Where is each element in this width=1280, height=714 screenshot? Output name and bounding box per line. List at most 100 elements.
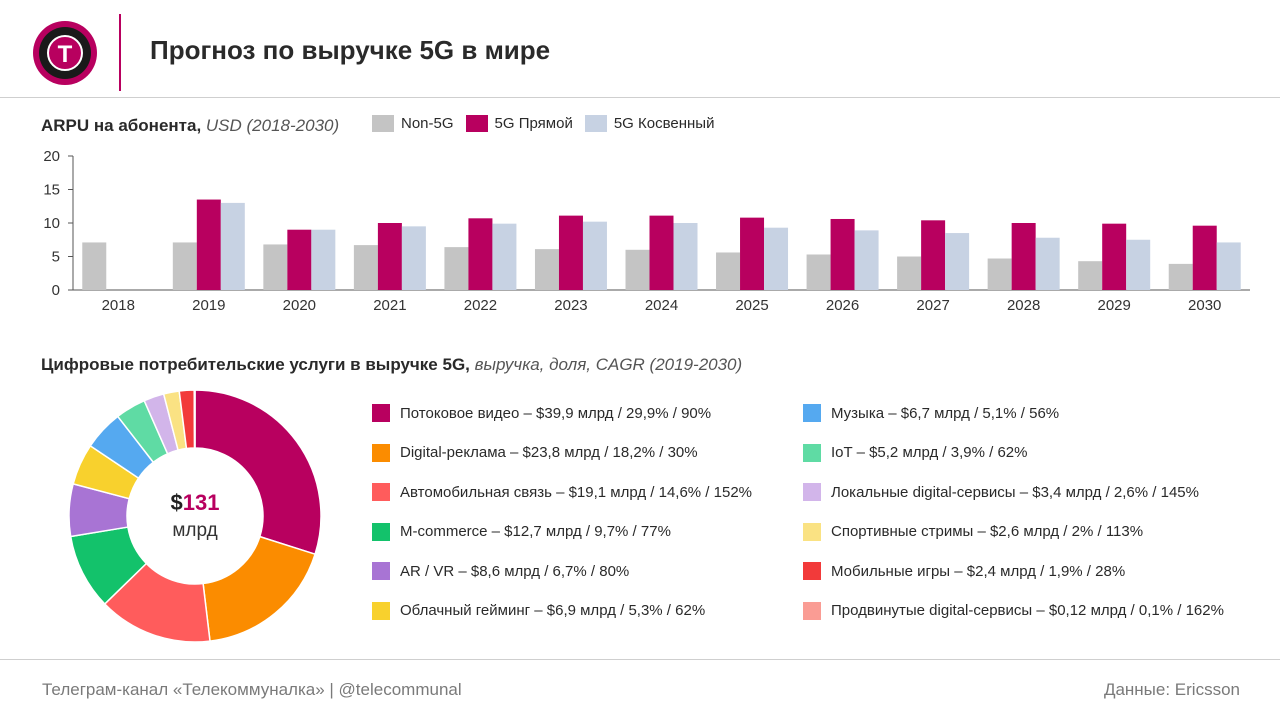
donut-legend-item: Облачный гейминг – $6,9 млрд / 5,3% / 62… [372, 601, 706, 620]
donut-total-unit: млрд [172, 520, 218, 541]
bar-direct [649, 215, 674, 290]
legend-label-non5g: Non-5G [401, 115, 454, 132]
bar-non5g [444, 247, 469, 290]
donut-legend-swatch [372, 562, 390, 580]
donut-total: $131 [120, 490, 270, 516]
donut-slice [202, 535, 317, 642]
donut-legend-swatch [803, 522, 821, 541]
donut-legend-swatch [803, 483, 821, 501]
legend-swatch-non5g [372, 115, 394, 132]
donut-legend-swatch [372, 443, 390, 462]
legend-item-indirect: 5G Косвенный [584, 115, 715, 132]
bar-non5g [987, 258, 1012, 290]
x-tick-label: 2029 [1098, 297, 1131, 314]
legend-swatch-direct [465, 115, 488, 132]
donut-title-main: Цифровые потребительские услуги в выручк… [41, 355, 470, 374]
donut-legend-label: Облачный гейминг – $6,9 млрд / 5,3% / 62… [400, 602, 706, 619]
donut-legend-item: AR / VR – $8,6 млрд / 6,7% / 80% [372, 562, 629, 580]
donut-legend-item: Digital-реклама – $23,8 млрд / 18,2% / 3… [372, 443, 698, 462]
x-tick-label: 2020 [283, 297, 316, 314]
bar-non5g [625, 249, 650, 290]
donut-legend-item: Потоковое видео – $39,9 млрд / 29,9% / 9… [372, 404, 711, 422]
footer-source: Данные: Ericsson [1103, 680, 1240, 699]
donut-legend-item: IoT – $5,2 млрд / 3,9% / 62% [803, 443, 1027, 462]
arpu-legend: Non-5G 5G Прямой 5G Косвенный [372, 115, 726, 132]
bar-indirect [945, 233, 970, 290]
donut-legend-item: Мобильные игры – $2,4 млрд / 1,9% / 28% [803, 562, 1125, 580]
bar-direct [1011, 223, 1036, 290]
y-tick-label: 0 [52, 282, 60, 299]
legend-item-direct: 5G Прямой [465, 115, 573, 132]
x-tick-label: 2030 [1188, 297, 1221, 314]
donut-title-sub: выручка, доля, CAGR (2019-2030) [474, 355, 743, 374]
x-tick-label: 2026 [826, 297, 859, 314]
donut-slice [193, 389, 196, 449]
bar-indirect [401, 226, 426, 290]
bar-non5g [1078, 261, 1103, 290]
bar-indirect [492, 223, 517, 290]
bar-direct [830, 218, 855, 290]
donut-legend-label: Спортивные стримы – $2,6 млрд / 2% / 113… [831, 523, 1144, 540]
donut-legend-label: Продвинутые digital-сервисы – $0,12 млрд… [831, 602, 1224, 619]
x-tick-label: 2028 [1007, 297, 1040, 314]
bar-non5g [806, 254, 831, 290]
donut-legend-item: Музыка – $6,7 млрд / 5,1% / 56% [803, 404, 1059, 422]
donut-legend-label: M-commerce – $12,7 млрд / 9,7% / 77% [400, 523, 671, 540]
services-donut-chart [68, 389, 322, 643]
bar-non5g [263, 244, 288, 290]
donut-slice [194, 389, 322, 556]
x-tick-label: 2022 [464, 297, 497, 314]
bar-direct [377, 223, 402, 290]
donut-legend-swatch [372, 522, 390, 541]
donut-legend-item: Продвинутые digital-сервисы – $0,12 млрд… [803, 601, 1224, 620]
bar-non5g [82, 242, 107, 290]
footer-divider [0, 659, 1280, 660]
bar-indirect [1035, 237, 1060, 290]
bar-indirect [220, 202, 245, 290]
bar-non5g [716, 252, 741, 290]
bar-direct [287, 229, 312, 290]
donut-legend-label: Автомобильная связь – $19,1 млрд / 14,6%… [400, 483, 753, 501]
donut-legend-item: Локальные digital-сервисы – $3,4 млрд / … [803, 483, 1199, 501]
bar-indirect [764, 227, 789, 290]
y-tick-label: 15 [43, 182, 60, 199]
legend-label-indirect: 5G Косвенный [613, 115, 715, 132]
bar-direct [468, 218, 493, 290]
x-tick-label: 2027 [916, 297, 949, 314]
donut-total-value: 131 [182, 490, 220, 515]
x-tick-label: 2023 [554, 297, 587, 314]
bar-direct [558, 215, 583, 290]
donut-legend-label: Digital-реклама – $23,8 млрд / 18,2% / 3… [400, 444, 698, 461]
x-tick-label: 2025 [735, 297, 768, 314]
y-tick-label: 20 [43, 148, 60, 165]
donut-legend-swatch [803, 443, 821, 462]
bar-non5g [1168, 263, 1193, 290]
header-divider [119, 14, 121, 91]
donut-legend-swatch [372, 483, 390, 501]
donut-total-currency: $ [170, 490, 183, 515]
bar-non5g [897, 256, 922, 290]
bar-indirect [854, 230, 879, 290]
arpu-chart-title: ARPU на абонента, USD (2018-2030) [41, 116, 339, 136]
legend-label-direct: 5G Прямой [494, 115, 573, 132]
bar-indirect [1126, 239, 1151, 290]
donut-center-label: $131 млрд [120, 490, 270, 542]
x-tick-label: 2024 [645, 297, 678, 314]
bar-indirect [582, 221, 607, 290]
arpu-bar-chart: 0 5 10 15 20 2018 2019 2020 2021 2022 2023 2024 2025… [43, 148, 1250, 314]
telecommunalka-logo-icon: Т [33, 21, 97, 85]
bar-non5g [534, 249, 559, 290]
y-tick-label: 5 [52, 249, 60, 266]
bar-direct [740, 217, 765, 290]
header: Т Прогноз по выручке 5G в мире [0, 0, 1280, 98]
donut-legend-swatch [803, 562, 821, 580]
bar-direct [196, 199, 221, 290]
x-tick-label: 2021 [373, 297, 406, 314]
donut-legend-item: Спортивные стримы – $2,6 млрд / 2% / 113… [803, 522, 1144, 541]
donut-chart-title: Цифровые потребительские услуги в выручк… [41, 355, 742, 375]
donut-legend-swatch [803, 404, 821, 422]
donut-legend-item: Автомобильная связь – $19,1 млрд / 14,6%… [372, 483, 752, 501]
bar-direct [1192, 225, 1217, 290]
footer-channel: Телеграм-канал «Телекоммуналка» | @telec… [42, 680, 462, 699]
bar-indirect [673, 223, 698, 290]
